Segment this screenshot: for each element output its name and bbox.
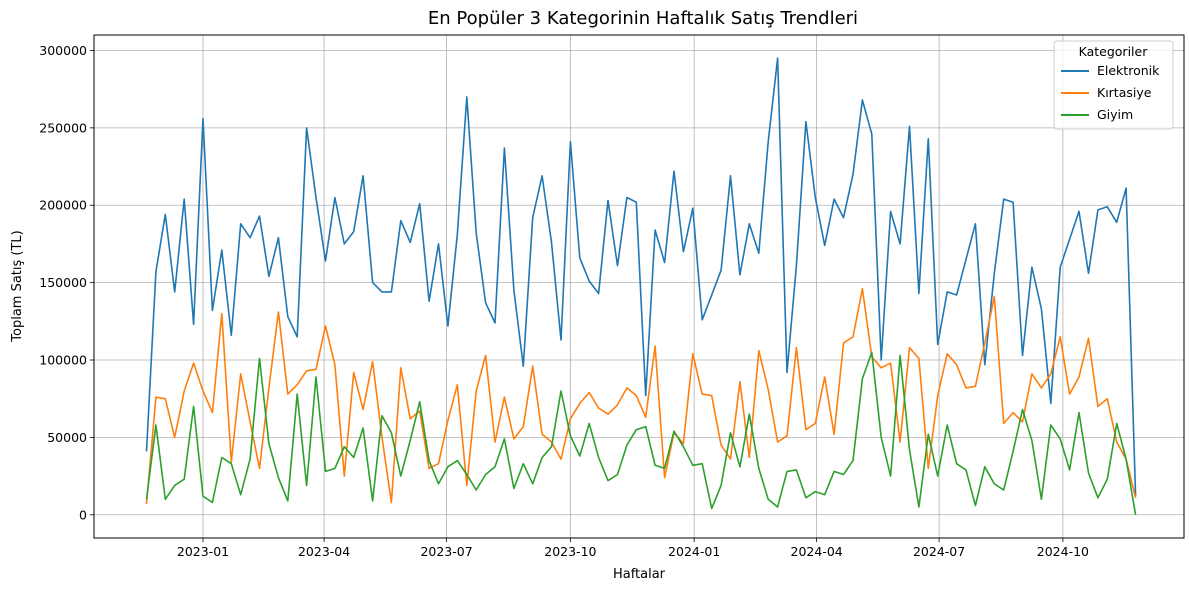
legend-label: Giyim	[1097, 107, 1133, 122]
y-tick-label: 200000	[39, 198, 87, 213]
y-tick-label: 250000	[39, 120, 87, 135]
x-tick-label: 2023-10	[544, 544, 596, 559]
legend-label: Elektronik	[1097, 63, 1160, 78]
x-tick-label: 2024-10	[1037, 544, 1089, 559]
x-axis-title: Haftalar	[613, 567, 666, 582]
axis-ticks: 2023-01 2023-04 2023-07 2023-10 2024-01 2024-…	[39, 43, 1089, 559]
x-tick-label: 2023-01	[177, 544, 229, 559]
y-tick-label: 0	[79, 507, 87, 522]
series-lines	[145, 57, 1137, 515]
x-tick-label: 2024-04	[791, 544, 843, 559]
y-tick-label: 100000	[39, 353, 87, 368]
series-line-giyim	[145, 351, 1137, 515]
chart-title: En Popüler 3 Kategorinin Haftalık Satış …	[428, 8, 858, 29]
legend-label: Kırtasiye	[1097, 85, 1152, 100]
legend-items: Elektronik Kırtasiye Giyim	[1061, 63, 1160, 122]
series-line-elektronik	[145, 57, 1137, 497]
x-tick-label: 2024-01	[668, 544, 720, 559]
y-tick-label: 150000	[39, 275, 87, 290]
y-tick-label: 50000	[47, 430, 87, 445]
y-axis-title: Toplam Satış (TL)	[10, 230, 25, 342]
series-line-kırtasiye	[145, 287, 1137, 505]
x-tick-label: 2023-04	[298, 544, 350, 559]
x-tick-label: 2023-07	[420, 544, 472, 559]
x-tick-label: 2024-07	[913, 544, 965, 559]
y-tick-label: 300000	[39, 43, 87, 58]
plot-area-frame	[93, 34, 1185, 539]
legend-box	[1053, 40, 1174, 130]
legend-title: Kategoriler	[1079, 44, 1149, 59]
legend: Kategoriler Elektronik Kırtasiye Giyim	[1053, 40, 1174, 130]
